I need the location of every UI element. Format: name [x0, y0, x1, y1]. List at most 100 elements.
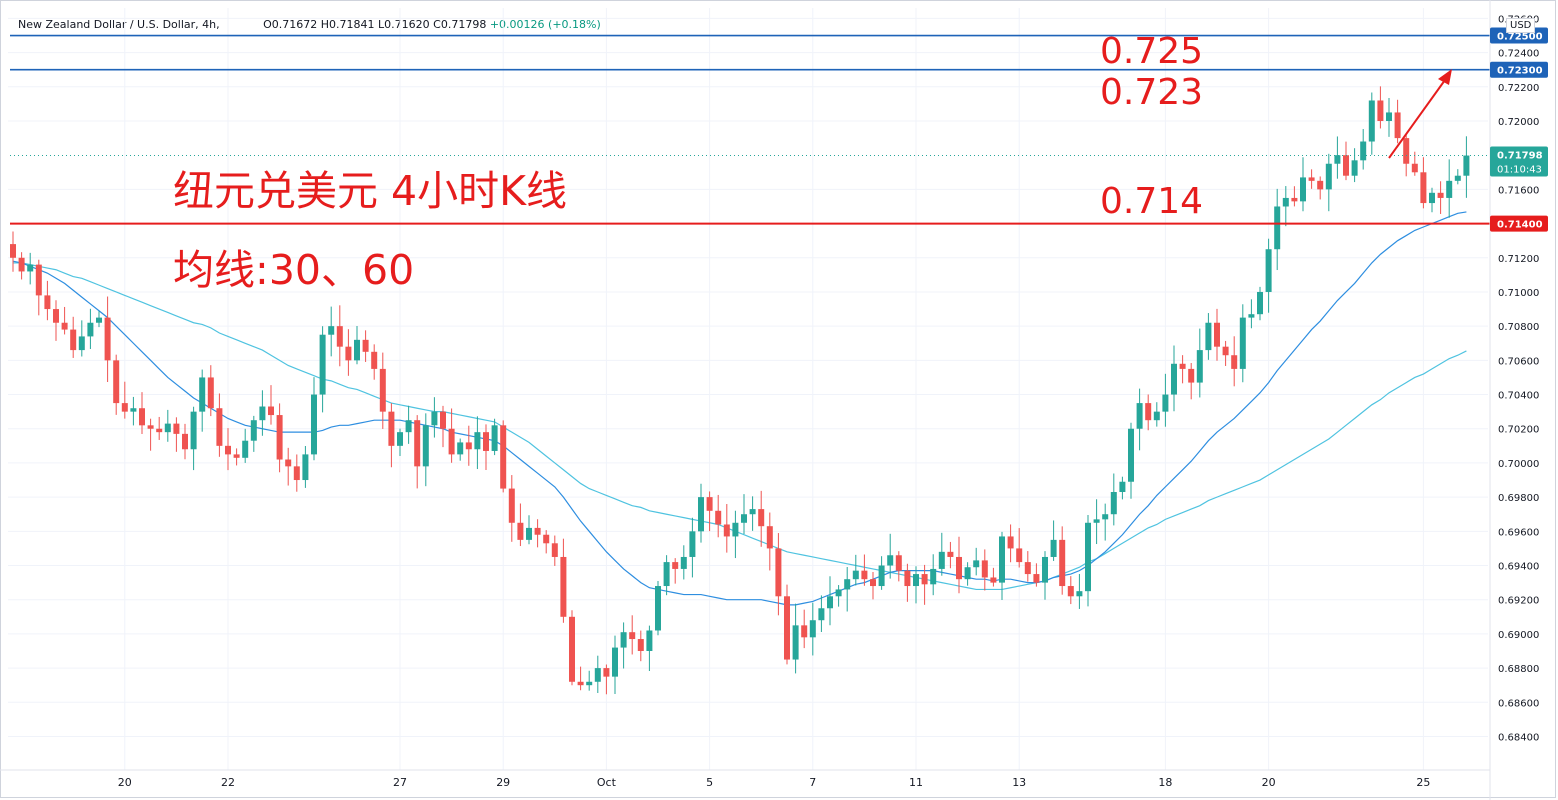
grid-lines — [8, 8, 1488, 770]
candle-body — [1300, 177, 1306, 202]
candle-body — [87, 322, 94, 337]
candle-body — [113, 360, 120, 404]
time-tick-label: 22 — [221, 776, 235, 789]
time-tick-label: 11 — [909, 776, 923, 789]
candle-body — [1403, 138, 1410, 164]
candle-body — [1222, 346, 1229, 356]
candle-body — [637, 639, 644, 651]
candle-body — [964, 567, 971, 580]
low-value: L0.71620 — [378, 18, 430, 31]
candle-body — [543, 534, 550, 544]
candle-body — [121, 403, 128, 412]
level-price-label: 0.71400 — [1497, 220, 1543, 231]
candle-body — [870, 579, 876, 587]
price-tick-label: 0.68400 — [1498, 732, 1539, 743]
candle-body — [775, 548, 782, 597]
candle-body — [139, 408, 145, 426]
candle-body — [1274, 206, 1281, 250]
candle-body — [1153, 411, 1160, 421]
level-725-annotation: 0.725 — [1100, 31, 1203, 72]
candles-layer — [10, 86, 1470, 695]
symbol-title[interactable]: New Zealand Dollar / U.S. Dollar, 4h, — [18, 18, 220, 31]
candle-body — [1446, 180, 1453, 198]
candle-body — [1317, 180, 1324, 190]
level-price-badge — [1490, 61, 1548, 78]
arrow-head-icon — [1438, 69, 1452, 85]
price-tick-label: 0.69200 — [1498, 596, 1539, 607]
candle-body — [10, 244, 16, 258]
price-tick-label: 0.69000 — [1498, 630, 1539, 641]
price-tick-label: 0.70000 — [1498, 459, 1539, 470]
candle-body — [560, 556, 567, 617]
candle-body — [1360, 141, 1367, 161]
time-axis: 20 22 27 29 Oct 5 7 11 13 18 20 25 — [0, 769, 1490, 789]
candle-body — [328, 326, 335, 335]
candle-body — [508, 488, 515, 523]
candle-body — [1093, 519, 1100, 523]
candle-body — [930, 568, 937, 585]
candle-body — [895, 555, 902, 571]
candle-body — [96, 317, 102, 323]
time-tick-label: 29 — [496, 776, 510, 789]
countdown-label: 01:10:43 — [1497, 165, 1542, 176]
candle-body — [586, 681, 593, 686]
candle-body — [1334, 155, 1341, 164]
candle-body — [1145, 403, 1152, 421]
candle-body — [1136, 403, 1143, 429]
open-value: O0.71672 — [263, 18, 318, 31]
title-annotation: 纽元兑美元 4小时K线 — [173, 167, 567, 215]
candle-body — [319, 334, 326, 395]
candle-body — [190, 411, 197, 450]
candle-body — [465, 442, 472, 450]
candle-body — [268, 406, 274, 416]
candle-body — [70, 329, 77, 351]
price-tick-label: 0.72200 — [1498, 83, 1539, 94]
price-tick-label: 0.71200 — [1498, 254, 1539, 265]
candle-body — [577, 681, 584, 686]
candle-body — [276, 415, 283, 460]
candle-body — [371, 351, 378, 369]
ma-annotation: 均线:30、60 — [173, 246, 414, 294]
candle-body — [35, 264, 42, 296]
time-tick-label: 25 — [1416, 776, 1430, 789]
candle-body — [1248, 314, 1255, 318]
candle-body — [672, 562, 679, 569]
candle-body — [130, 408, 137, 412]
candle-body — [397, 432, 403, 446]
candle-body — [818, 608, 825, 621]
candle-body — [250, 420, 257, 441]
candle-body — [758, 509, 765, 527]
candle-body — [741, 514, 747, 523]
candle-body — [981, 560, 988, 578]
candle-body — [1377, 100, 1384, 121]
candle-body — [1463, 155, 1470, 176]
candle-body — [1102, 514, 1109, 520]
candle-body — [999, 536, 1005, 583]
candle-body — [913, 574, 919, 587]
candle-body — [500, 425, 507, 489]
currency-label[interactable]: USD — [1506, 18, 1536, 33]
candle-body — [766, 526, 773, 549]
candle-body — [1386, 112, 1392, 121]
candle-body — [1067, 586, 1074, 597]
candle-body — [27, 264, 34, 272]
candle-body — [216, 408, 223, 446]
price-axis: 0.726000.724000.722000.720000.716000.712… — [1489, 0, 1548, 800]
candle-body — [156, 428, 163, 433]
candle-body — [1437, 192, 1444, 198]
ohlc-readout: O0.71672 H0.71841 L0.71620 C0.71798 +0.0… — [263, 18, 601, 31]
candle-body — [973, 560, 980, 568]
high-value: H0.71841 — [320, 18, 375, 31]
candle-body — [78, 336, 85, 351]
candle-body — [956, 556, 962, 580]
candle-body — [1420, 172, 1427, 204]
candle-body — [61, 322, 68, 330]
candle-body — [1085, 522, 1091, 592]
candle-body — [706, 497, 713, 511]
candle-body — [663, 562, 670, 587]
candle-body — [1042, 556, 1048, 583]
price-tick-label: 0.71000 — [1498, 288, 1539, 299]
candle-body — [1282, 197, 1289, 207]
candle-body — [173, 423, 180, 434]
